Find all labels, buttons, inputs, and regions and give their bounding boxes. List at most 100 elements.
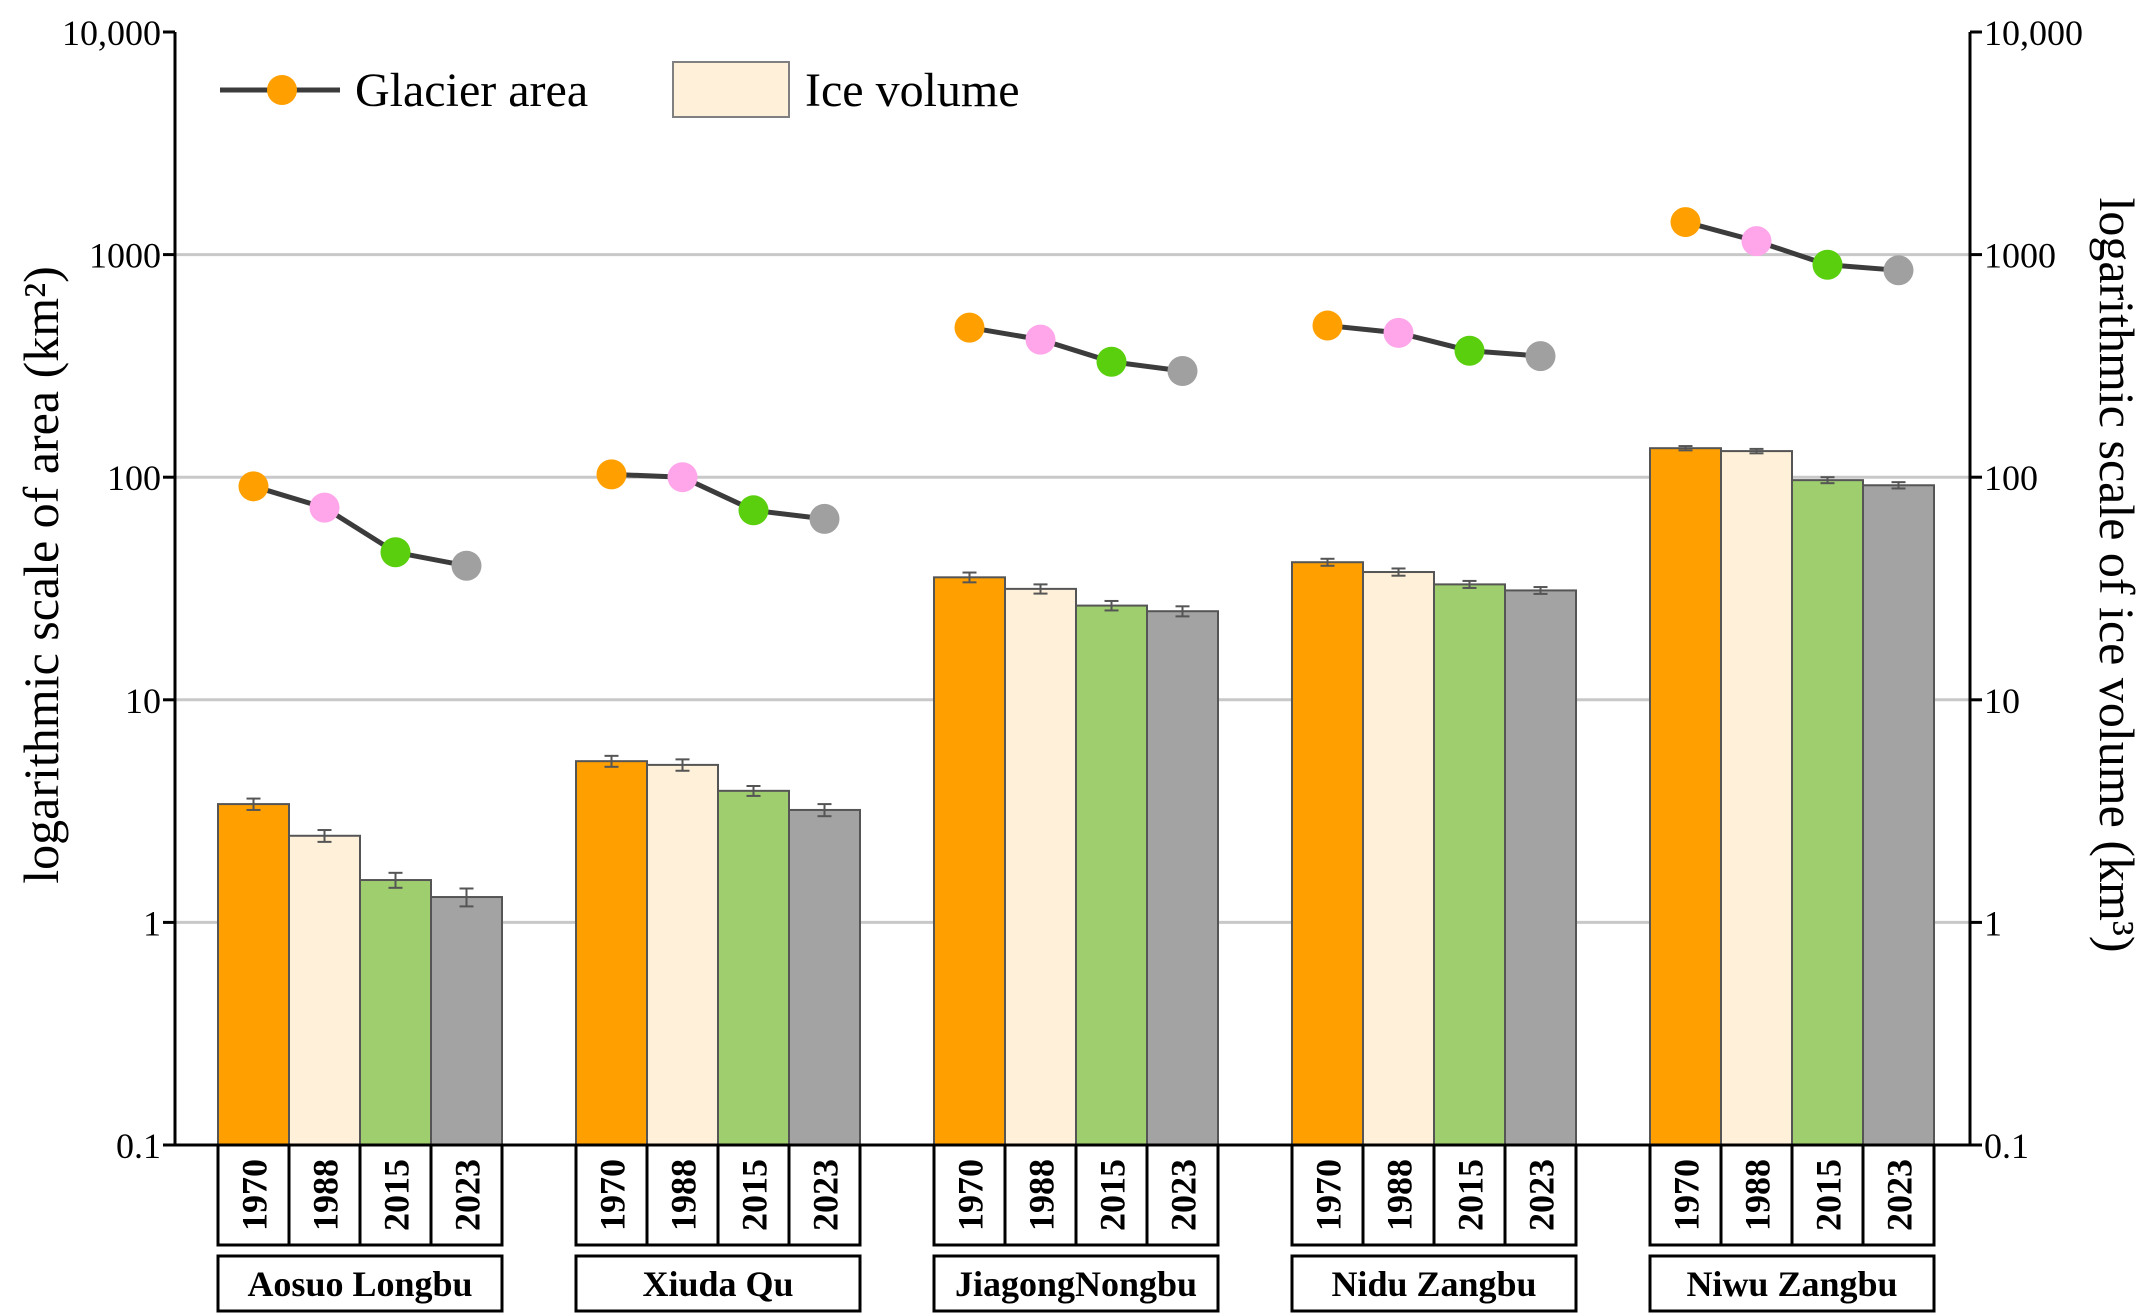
year-label: 2023 (806, 1159, 846, 1231)
ice-volume-bar (217, 803, 290, 1146)
right-tick-label: 1000 (1984, 236, 2056, 276)
year-label: 2015 (377, 1159, 417, 1231)
ice-volume-bars (217, 447, 1935, 1147)
year-box (1719, 1143, 1794, 1247)
ice-volume-bar (1504, 589, 1577, 1146)
year-box (1648, 1143, 1723, 1247)
year-label: 1988 (1022, 1159, 1062, 1231)
year-box (287, 1143, 362, 1247)
right-tick-label: 10,000 (1984, 13, 2083, 53)
group-label: Niwu Zangbu (1686, 1264, 1897, 1304)
year-label: 2023 (1880, 1159, 1920, 1231)
year-label: 2015 (1809, 1159, 1849, 1231)
glacier-area-line (1684, 219, 1899, 273)
right-tick-label: 100 (1984, 458, 2038, 498)
group-box (216, 1254, 504, 1313)
ice-volume-bar (1075, 604, 1148, 1146)
right-axis-title: logarithmic scale of ice volume (km³) (2089, 197, 2145, 952)
year-label: 1970 (951, 1159, 991, 1231)
year-box (216, 1143, 291, 1247)
year-box (716, 1143, 791, 1247)
right-tick-label: 0.1 (1984, 1126, 2029, 1166)
year-label: 2023 (1164, 1159, 1204, 1231)
year-label: 2023 (448, 1159, 488, 1231)
group-box (1290, 1254, 1578, 1313)
glacier-area-markers (238, 207, 1914, 581)
left-axis-title: logarithmic scale of area (km²) (13, 266, 69, 883)
glacier-area-marker (596, 459, 627, 490)
ice-volume-bar (1649, 447, 1722, 1147)
right-tick-label: 1 (1984, 903, 2002, 943)
year-label: 1988 (1738, 1159, 1778, 1231)
glacier-area-marker (451, 550, 482, 581)
year-label: 1970 (593, 1159, 633, 1231)
glacier-area-marker (1812, 249, 1843, 280)
glacier-area-marker (380, 537, 411, 568)
year-label: 2015 (1093, 1159, 1133, 1231)
glacier-area-line (252, 483, 467, 569)
glacier-area-lines (252, 219, 1899, 569)
glacier-area-marker (954, 312, 985, 343)
left-tick-label: 10 (125, 681, 161, 721)
legend: Glacier area Ice volume (220, 61, 1020, 118)
left-tick-labels: 0.1 1 10 100 1000 10,000 (62, 13, 161, 1166)
year-label: 1970 (1667, 1159, 1707, 1231)
ice-volume-bar (1004, 587, 1077, 1146)
error-bars (246, 445, 1906, 908)
legend-label-glacier-area: Glacier area (355, 64, 588, 117)
ice-volume-bar (717, 789, 790, 1147)
ice-volume-bar (1791, 479, 1864, 1147)
ice-volume-bar (1362, 571, 1435, 1146)
glacier-area-line (611, 471, 825, 522)
year-label: 1970 (1309, 1159, 1349, 1231)
group-label: JiagongNongbu (955, 1264, 1197, 1304)
year-box (932, 1143, 1007, 1247)
year-box (645, 1143, 720, 1247)
year-label: 1970 (235, 1159, 275, 1231)
glacier-area-marker (1167, 355, 1198, 386)
right-tick-labels: 0.1 1 10 100 1000 10,000 (1984, 13, 2083, 1166)
ice-volume-bar (575, 760, 648, 1147)
year-label: 2015 (1451, 1159, 1491, 1231)
glacier-area-marker (1670, 207, 1701, 238)
glacier-area-marker (238, 471, 269, 502)
glacier-area-line (969, 325, 1183, 374)
group-box (932, 1254, 1220, 1313)
ice-volume-bar (646, 763, 719, 1147)
ice-volume-bar (1720, 450, 1793, 1146)
glacier-area-marker (309, 492, 340, 523)
year-box (1503, 1143, 1578, 1247)
ice-volume-bar (1291, 561, 1364, 1146)
glacier-area-marker (1312, 310, 1343, 341)
glacier-area-marker (1883, 255, 1914, 286)
year-box (1861, 1143, 1936, 1247)
ice-volume-bar (933, 576, 1006, 1146)
left-tick-label: 100 (107, 458, 161, 498)
group-label: Nidu Zangbu (1331, 1264, 1536, 1304)
right-tick-label: 10 (1984, 681, 2020, 721)
glacier-area-line (1327, 323, 1541, 359)
glacier-area-marker (1383, 317, 1414, 348)
left-tick-label: 0.1 (116, 1126, 161, 1166)
left-tick-label: 1000 (89, 236, 161, 276)
ice-volume-bar (359, 879, 432, 1146)
group-label: Aosuo Longbu (247, 1264, 472, 1304)
glacier-area-marker (1096, 346, 1127, 377)
year-box (1432, 1143, 1507, 1247)
group-box (574, 1254, 862, 1313)
ice-volume-bar (288, 834, 361, 1146)
year-label: 1988 (1380, 1159, 1420, 1231)
glacier-area-marker (809, 503, 840, 534)
legend-marker (267, 75, 297, 105)
glacier-area-marker (1454, 335, 1485, 366)
glacier-area-marker (667, 462, 698, 493)
group-label: Xiuda Qu (642, 1264, 793, 1304)
ice-volume-bar (430, 896, 503, 1146)
ice-volume-bar (1146, 610, 1219, 1146)
legend-label-ice-volume: Ice volume (805, 64, 1020, 117)
ice-volume-bar (1862, 484, 1935, 1147)
year-box (787, 1143, 862, 1247)
group-box (1648, 1254, 1936, 1313)
category-boxes: 1970 1988 2015 2023 Aosuo Longbu 1970 1988 2015… (216, 1143, 1936, 1313)
